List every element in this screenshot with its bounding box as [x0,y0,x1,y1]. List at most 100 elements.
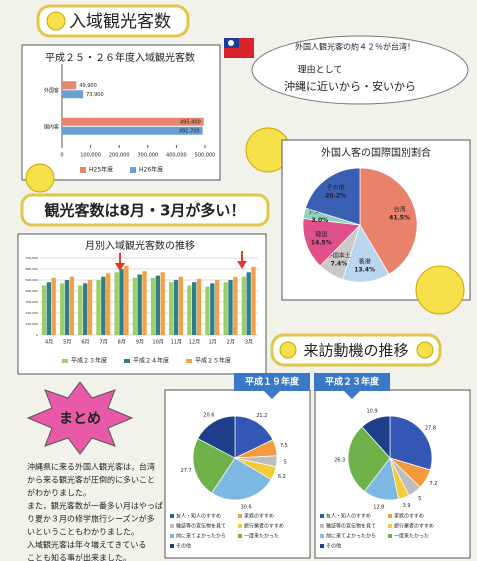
y-tick-label: 400,000 [26,289,38,293]
bar [228,280,233,335]
legend-label: その他 [326,543,341,550]
x-tick-label: 12月 [189,340,200,346]
legend-label: 雑誌等の宣伝物を見て [326,523,376,530]
smiley [416,341,434,359]
legend-label: H26年度 [139,166,163,174]
bar [114,272,119,335]
speech-bubble [251,35,469,105]
bar [137,274,142,335]
bar [215,280,220,335]
smiley [46,11,66,31]
x-tick-label: 4月 [45,340,53,346]
y-tick-label: 100,000 [26,322,38,326]
legend-label: 友人・知人のすすめ [176,513,221,520]
value-label: 5 [284,459,287,465]
legend-label: 家族のすすめ [394,513,424,520]
y-tick-label: 300,000 [26,300,38,304]
legend-label: 平成２５年度 [195,357,231,365]
x-tick-label: 11月 [171,340,182,346]
chart-title: 平成２３年度 [325,376,380,388]
smiley [25,163,55,193]
legend-swatch [238,534,242,538]
summary-line: 入域観光客は年々増えてきている [27,540,146,550]
y-tick-label: 600,000 [26,267,38,271]
summary-line: ことも知る事が出来ました。 [27,553,131,561]
legend-swatch [388,514,392,518]
legend-label: 旅行業者のすすめ [394,523,434,530]
bar [251,266,256,335]
summary-line: がわかりました。 [27,488,91,498]
legend-swatch [170,524,174,528]
bar [62,81,77,90]
pie-slice [359,167,418,275]
y-tick-label: 500,000 [26,278,38,282]
bar [96,280,101,335]
slice-label: 台湾 [394,206,406,214]
bar [178,276,184,335]
value-label: 26.3 [334,457,345,463]
flag-sun [228,40,234,46]
x-tick-label: 200,000 [109,153,130,159]
bar [41,285,47,335]
bar [69,276,75,335]
x-tick-label: 500,000 [195,153,216,159]
bar [233,276,238,335]
x-tick-label: 3月 [245,340,253,346]
slice-label: 韓国 [315,230,327,238]
legend-swatch [170,544,174,548]
bar [205,286,210,335]
legend-swatch [170,534,174,538]
pie-slice [361,415,391,459]
x-tick-label: 6月 [81,340,89,346]
smiley [415,265,465,315]
x-tick-label: 2月 [227,340,235,346]
legend-swatch [80,167,86,173]
legend-swatch [124,359,130,363]
y-tick-label: 200,000 [26,311,38,315]
bar [124,265,129,335]
value-label: 73,900 [86,92,104,98]
heading: 観光客数は8月・3月が多い！ [45,202,246,220]
slice-label: 中国本土 [327,252,351,260]
legend-swatch [170,514,174,518]
legend-label: 雑誌等の宣伝物を見て [176,523,226,530]
bar [160,272,165,335]
legend-swatch [388,524,392,528]
bar [59,283,65,335]
legend-label: 前に来てよかったから [326,533,376,540]
heading: まとめ [59,411,101,427]
x-tick-label: 100,000 [80,153,101,159]
bubble-text: 沖縄に近いから・安いから [284,79,416,93]
value-label: 30.6 [241,505,252,511]
bubble-text: 理由として [298,64,343,76]
value-label: 12.8 [373,505,384,511]
bar [62,90,84,99]
value-label: 3.9 [403,503,411,509]
chart-box [21,44,221,181]
x-tick-label: 5月 [63,340,71,346]
bar [241,276,246,335]
bar [64,280,70,335]
y-tick-label: 外国客 [44,87,59,94]
y-tick-label: 0 [36,333,38,337]
bar [62,126,203,135]
star-burst [26,381,134,455]
value-label: 7.4% [331,261,348,268]
value-label: 13.4% [354,266,375,273]
value-label: 41.5% [389,215,410,222]
legend-swatch [130,167,136,173]
x-tick-label: 1月 [208,340,216,346]
heading-box [36,4,190,38]
arrow [115,253,125,271]
x-tick-label: 10月 [152,340,163,346]
legend-label: 旅行業者のすすめ [244,523,284,530]
y-tick-label: 国内客 [44,123,59,130]
legend-label: 友人・知人のすすめ [326,513,371,520]
value-label: 5 [418,496,421,502]
bar [223,282,228,335]
bar [150,277,156,335]
heading-box [20,193,270,227]
x-tick-label: 400,000 [166,153,187,159]
slice-label: その他 [327,183,345,191]
